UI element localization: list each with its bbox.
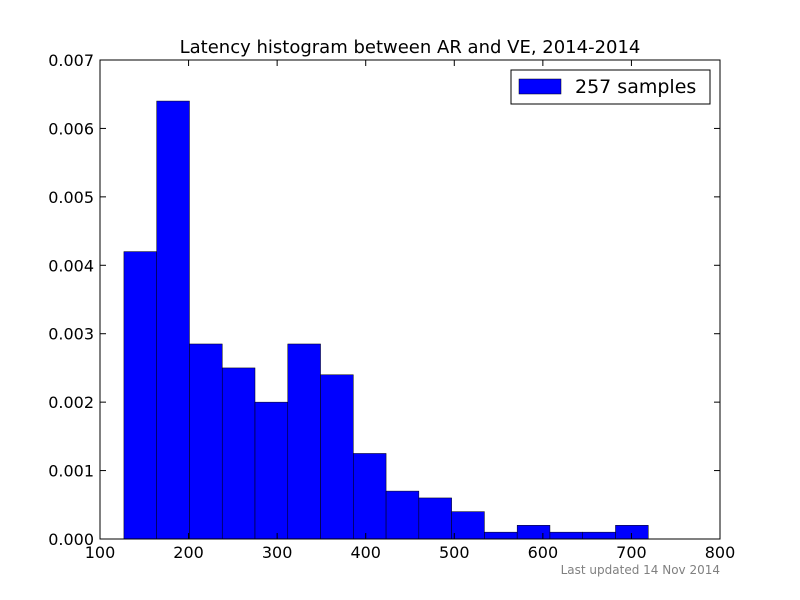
histogram-bar xyxy=(484,531,518,540)
x-tick-label: 200 xyxy=(173,543,204,562)
last-updated-note: Last updated 14 Nov 2014 xyxy=(561,563,720,577)
histogram-bar xyxy=(353,453,387,540)
plot-frame xyxy=(99,59,721,540)
y-tick-label: 0.006 xyxy=(48,119,94,138)
histogram-bar xyxy=(385,490,420,540)
x-tick-label: 700 xyxy=(616,543,647,562)
histogram-bar xyxy=(451,511,485,540)
y-tick-label: 0.001 xyxy=(48,462,94,481)
legend: 257 samples xyxy=(510,69,711,105)
legend-swatch xyxy=(518,78,562,95)
histogram-bar xyxy=(156,100,190,540)
histogram-bar xyxy=(418,497,452,540)
chart-title: Latency histogram between AR and VE, 201… xyxy=(180,37,641,58)
x-tick-label: 800 xyxy=(705,543,736,562)
histogram-bar xyxy=(320,374,354,540)
y-tick-label: 0.005 xyxy=(48,188,94,207)
bars-group xyxy=(123,100,649,540)
histogram-bar xyxy=(123,251,157,540)
x-tick-label: 500 xyxy=(439,543,470,562)
histogram-bar xyxy=(221,367,256,540)
y-axis-ticks: 0.000 0.001 0.002 0.003 0.004 0.005 0.006 0.007 xyxy=(48,51,720,549)
y-tick-label: 0.000 xyxy=(48,530,94,549)
y-tick-label: 0.002 xyxy=(48,393,94,412)
x-tick-label: 300 xyxy=(262,543,293,562)
histogram-bar xyxy=(254,401,289,540)
histogram-bar xyxy=(189,343,223,540)
legend-label: 257 samples xyxy=(575,76,696,98)
y-tick-label: 0.004 xyxy=(48,256,94,275)
histogram-bar xyxy=(287,343,321,540)
histogram-bar xyxy=(516,525,551,540)
x-tick-label: 600 xyxy=(528,543,559,562)
histogram-bar xyxy=(582,531,616,540)
x-tick-label: 100 xyxy=(85,543,116,562)
x-tick-label: 400 xyxy=(350,543,381,562)
histogram-bar xyxy=(549,531,583,540)
x-axis-ticks: 100 200 300 400 500 600 700 800 xyxy=(85,60,736,562)
y-tick-label: 0.003 xyxy=(48,325,94,344)
y-tick-label: 0.007 xyxy=(48,51,94,70)
